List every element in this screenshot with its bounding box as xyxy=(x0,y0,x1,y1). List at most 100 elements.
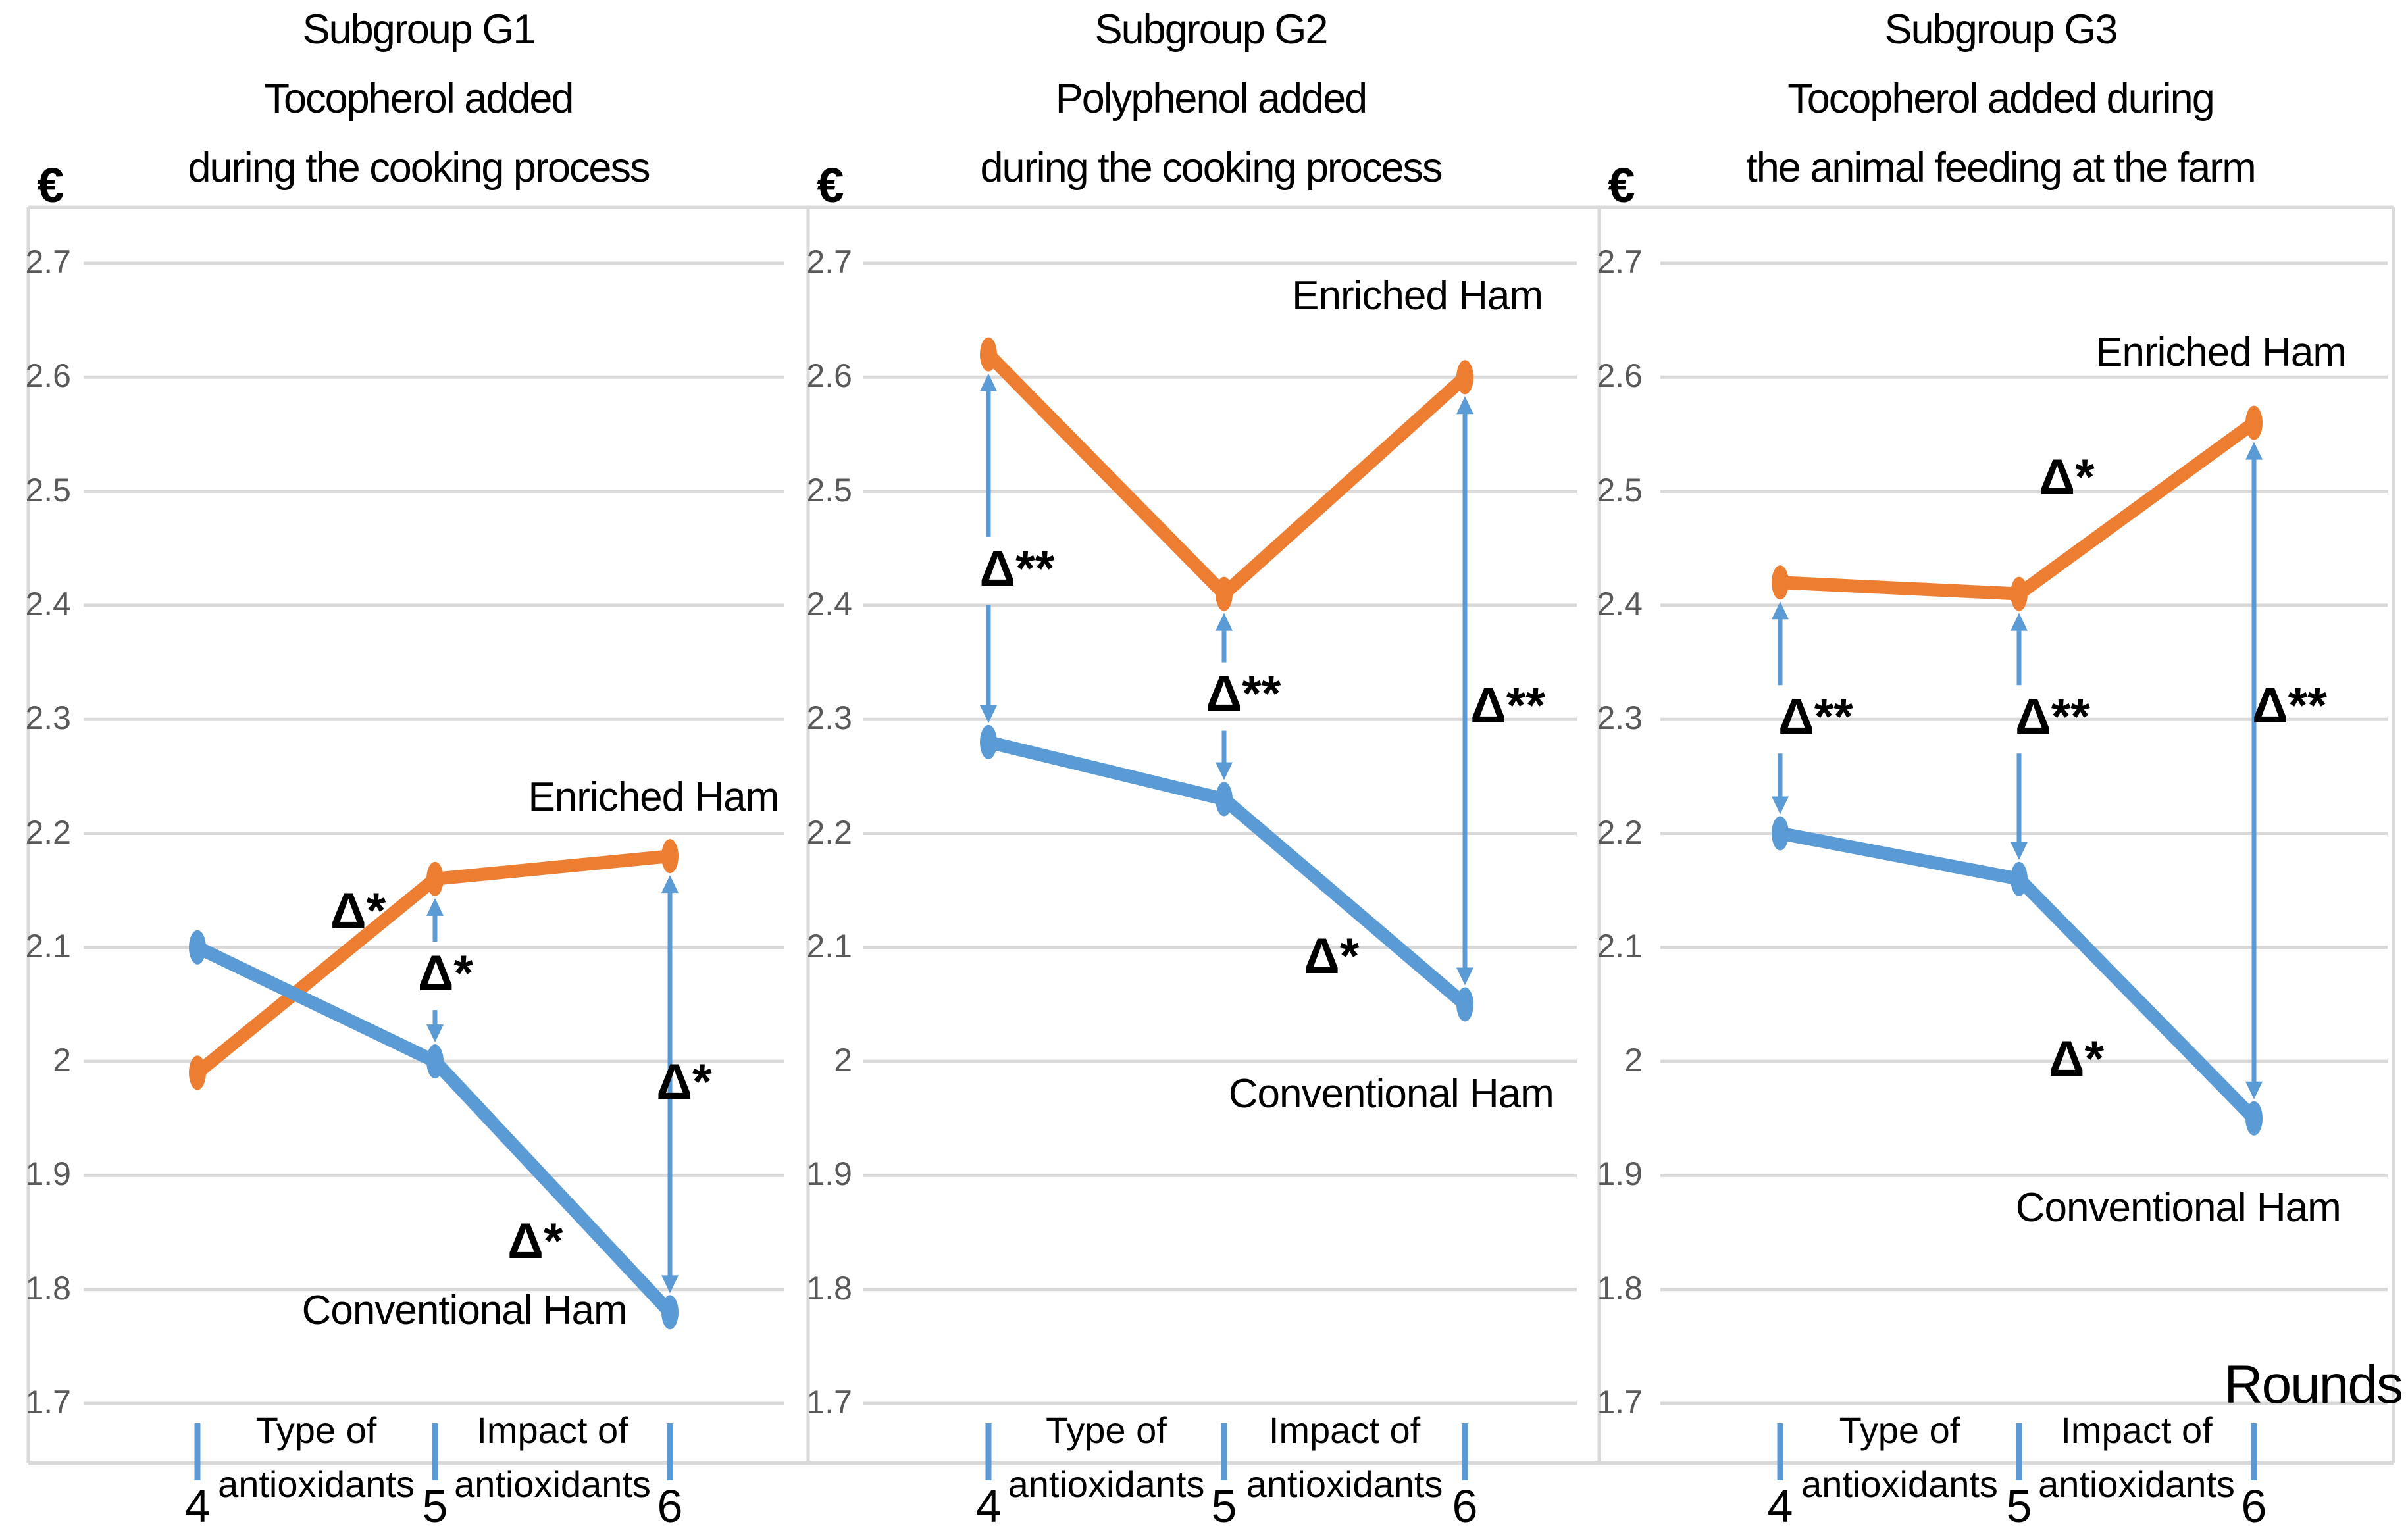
y-axis-tick-label: 1.9 xyxy=(25,1155,71,1193)
series-point xyxy=(189,930,206,965)
y-axis-tick-label: 2.3 xyxy=(1597,699,1643,737)
y-axis-tick-label: 1.8 xyxy=(806,1269,852,1307)
arrow-head xyxy=(1216,762,1233,780)
arrow-head xyxy=(2011,613,2028,631)
series-label-conventional-ham: Conventional Ham xyxy=(2015,1184,2342,1230)
y-axis-tick-label: 2.6 xyxy=(1597,357,1643,395)
x-tick xyxy=(985,1423,992,1480)
arrow-head xyxy=(661,1275,679,1294)
euro-symbol: € xyxy=(1608,158,1635,213)
series-point xyxy=(661,1295,679,1330)
y-axis-tick-label: 2.1 xyxy=(1597,927,1643,965)
x-tick xyxy=(432,1423,438,1480)
series-point xyxy=(1772,816,1789,851)
y-axis-tick-label: 2 xyxy=(834,1042,852,1079)
x-interval-label: Type of xyxy=(255,1409,377,1451)
series-point xyxy=(426,861,444,896)
panel-title-line: Subgroup G3 xyxy=(1884,6,2118,53)
arrow-head xyxy=(1216,613,1233,631)
delta-label: Δ* xyxy=(330,882,386,939)
y-axis-tick-label: 2.2 xyxy=(1597,813,1643,851)
y-axis-tick-label: 2.5 xyxy=(806,471,852,509)
arrow-head xyxy=(2245,442,2263,460)
delta-label: Δ* xyxy=(656,1053,712,1110)
x-interval-label: Type of xyxy=(1839,1409,1960,1451)
y-axis-tick-label: 1.8 xyxy=(1597,1269,1643,1307)
y-axis-tick-label: 2.7 xyxy=(25,243,71,280)
x-tick xyxy=(2251,1423,2257,1480)
y-axis-tick-label: 2.3 xyxy=(806,699,852,737)
y-axis-tick-label: 2.2 xyxy=(806,813,852,851)
arrow-head xyxy=(2011,842,2028,860)
series-point xyxy=(2245,1101,2263,1136)
y-axis-tick-label: 1.8 xyxy=(25,1269,71,1307)
series-point xyxy=(2011,861,2028,896)
delta-label: Δ* xyxy=(2039,449,2095,506)
panel-title-line: Subgroup G1 xyxy=(302,6,536,53)
series-point xyxy=(980,337,997,372)
euro-symbol: € xyxy=(37,158,64,213)
x-interval-label: Impact of xyxy=(2061,1409,2213,1451)
y-axis-tick-label: 2.2 xyxy=(25,813,71,851)
x-tick-number: 6 xyxy=(657,1480,683,1532)
arrow-head xyxy=(980,373,997,391)
panel-title-line: during the cooking process xyxy=(980,144,1443,191)
y-axis-tick-label: 1.7 xyxy=(25,1384,71,1421)
x-tick xyxy=(667,1423,673,1480)
arrow-head xyxy=(1772,601,1789,620)
y-axis-tick-label: 2.5 xyxy=(1597,471,1643,509)
arrow-head xyxy=(2245,1081,2263,1099)
delta-label: Δ* xyxy=(1304,928,1360,984)
y-axis-tick-label: 2.5 xyxy=(25,471,71,509)
rounds-axis-label: Rounds xyxy=(2224,1355,2403,1415)
x-tick-number: 4 xyxy=(975,1480,1002,1532)
x-tick xyxy=(194,1423,201,1480)
y-axis-tick-label: 1.9 xyxy=(1597,1155,1643,1193)
x-interval-label: Impact of xyxy=(476,1409,628,1451)
x-tick-number: 4 xyxy=(184,1480,211,1532)
series-point xyxy=(1456,987,1473,1022)
y-axis-tick-label: 2.7 xyxy=(1597,243,1643,280)
arrow-head xyxy=(980,705,997,723)
x-interval-label: antioxidants xyxy=(454,1463,651,1505)
x-interval-label: antioxidants xyxy=(1801,1463,1998,1505)
series-label-conventional-ham: Conventional Ham xyxy=(1228,1071,1554,1117)
x-interval-label: antioxidants xyxy=(2038,1463,2235,1505)
x-tick xyxy=(1221,1423,1227,1480)
delta-label: Δ* xyxy=(2048,1030,2105,1087)
y-axis-tick-label: 2.3 xyxy=(25,699,71,737)
arrow-head xyxy=(426,1024,444,1043)
delta-label: Δ** xyxy=(979,540,1055,597)
x-tick-number: 5 xyxy=(1211,1480,1237,1532)
y-axis-tick-label: 1.9 xyxy=(806,1155,852,1193)
y-axis-tick-label: 1.7 xyxy=(806,1384,852,1421)
delta-label: Δ* xyxy=(417,946,474,1001)
x-interval-label: antioxidants xyxy=(1246,1463,1443,1505)
x-tick-number: 5 xyxy=(2006,1480,2032,1532)
arrow-head xyxy=(1772,796,1789,815)
series-point xyxy=(1456,360,1473,395)
series-point xyxy=(2245,405,2263,440)
delta-label: Δ** xyxy=(1206,666,1281,722)
series-point xyxy=(661,839,679,874)
series-point xyxy=(1216,576,1233,611)
y-axis-tick-label: 2.1 xyxy=(806,927,852,965)
y-axis-tick-label: 2.4 xyxy=(1597,585,1643,622)
x-tick-number: 4 xyxy=(1767,1480,1793,1532)
delta-label: Δ** xyxy=(1778,689,1853,745)
arrow-head xyxy=(1456,396,1473,415)
series-label-enriched-ham: Enriched Ham xyxy=(2095,330,2347,376)
x-tick xyxy=(2016,1423,2022,1480)
y-axis-tick-label: 2.7 xyxy=(806,243,852,280)
y-axis-tick-label: 2 xyxy=(53,1042,71,1079)
x-interval-label: Type of xyxy=(1046,1409,1167,1451)
delta-label: Δ** xyxy=(2015,689,2090,745)
series-label-conventional-ham: Conventional Ham xyxy=(301,1287,628,1333)
panel-title-line: Tocopherol added xyxy=(264,75,575,122)
series-point xyxy=(980,724,997,759)
series-point xyxy=(1772,565,1789,600)
y-axis-tick-label: 2 xyxy=(1624,1042,1643,1079)
x-tick-number: 5 xyxy=(422,1480,448,1532)
